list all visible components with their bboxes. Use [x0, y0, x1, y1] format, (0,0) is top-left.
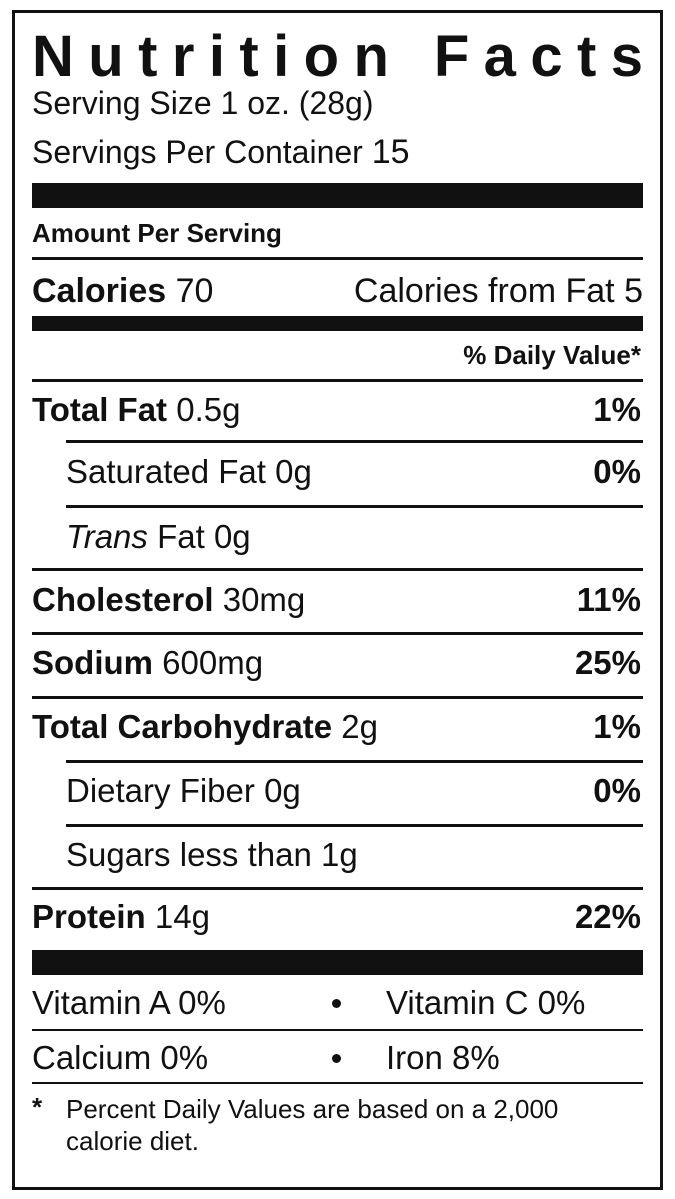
rule	[32, 632, 643, 635]
amount-per-serving: Amount Per Serving	[32, 218, 282, 248]
rule	[32, 257, 643, 260]
thick-rule	[32, 950, 643, 975]
title-box: Nutrition Facts	[32, 24, 643, 89]
rule	[66, 440, 643, 443]
rule	[32, 379, 643, 382]
nutrient-label: Fat	[157, 518, 205, 555]
rule	[32, 568, 643, 571]
daily-value: 11%	[576, 581, 641, 618]
nutrient-label: Cholesterol	[32, 581, 214, 618]
nutrient-label: Sugars	[66, 836, 171, 873]
calories-fat-value: 5	[624, 272, 643, 310]
footnote: Percent Daily Values are based on a 2,00…	[66, 1094, 559, 1156]
nutrient-amount: 0.5g	[176, 391, 241, 428]
rule	[66, 824, 643, 827]
nutrient-row: Total Carbohydrate 2g	[32, 705, 378, 749]
nutrient-amount: 2g	[341, 708, 378, 745]
nutrient-amount: 0g	[275, 453, 312, 490]
daily-value: 1%	[593, 391, 641, 428]
daily-value-header: % Daily Value*	[463, 340, 641, 370]
nutrient-row: Dietary Fiber 0g	[66, 769, 301, 813]
nutrient-row: Sodium 600mg	[32, 641, 263, 685]
rule	[32, 1082, 643, 1084]
daily-value: 25%	[574, 644, 641, 681]
nutrient-row: Total Fat 0.5g	[32, 388, 240, 432]
nutrient-amount: 600mg	[162, 644, 264, 681]
medium-rule	[32, 316, 643, 331]
nutrient-label-italic: Trans	[66, 518, 148, 555]
serving-size-value: 1 oz. (28g)	[220, 85, 374, 121]
daily-value: 1%	[593, 708, 641, 745]
calories-value: 70	[175, 272, 214, 310]
rule	[32, 1029, 643, 1031]
nutrient-amount: less than 1g	[179, 836, 358, 873]
rule	[32, 696, 643, 699]
vitamin-left: Calcium 0%	[32, 1039, 209, 1076]
nutrition-label	[12, 10, 663, 1190]
nutrient-label: Total Fat	[32, 391, 168, 428]
nutrient-row: Sugars less than 1g	[66, 833, 358, 877]
vitamin-right: Iron 8%	[386, 1039, 500, 1076]
title: Nutrition Facts	[32, 24, 643, 89]
vitamin-right: Vitamin C 0%	[386, 984, 586, 1021]
rule	[66, 760, 643, 763]
servings-per-container: Servings Per Container 15	[32, 130, 410, 174]
calories-fat: Calories from Fat 5	[354, 269, 643, 313]
nutrient-row: Protein 14g	[32, 895, 210, 939]
nutrient-label: Total Carbohydrate	[32, 708, 333, 745]
servings-value: 15	[371, 133, 410, 171]
nutrient-label: Sodium	[32, 644, 153, 681]
calories: Calories 70	[32, 269, 213, 313]
nutrient-amount: 14g	[154, 898, 210, 935]
footnote-mark: *	[32, 1092, 43, 1122]
nutrient-label: Dietary Fiber	[66, 772, 255, 809]
serving-size: Serving Size 1 oz. (28g)	[32, 81, 374, 125]
bullet	[332, 999, 341, 1008]
daily-value: 0%	[593, 772, 641, 809]
servings-label: Servings Per Container	[32, 134, 363, 170]
nutrient-amount: 0g	[264, 772, 301, 809]
nutrient-amount: 0g	[213, 518, 251, 555]
nutrient-amount: 30mg	[222, 581, 306, 618]
nutrient-label: Protein	[32, 898, 146, 935]
nutrient-row: Saturated Fat 0g	[66, 450, 312, 494]
daily-value: 22%	[574, 898, 641, 935]
thick-rule	[32, 183, 643, 208]
calories-label: Calories	[32, 272, 167, 310]
calories-fat-label: Calories from Fat	[353, 272, 615, 310]
rule	[66, 505, 643, 508]
vitamin-left: Vitamin A 0%	[32, 984, 226, 1021]
nutrient-row: Cholesterol 30mg	[32, 578, 305, 622]
nutrient-label: Saturated Fat	[66, 453, 266, 490]
rule	[32, 887, 643, 890]
serving-size-label: Serving Size	[32, 85, 212, 121]
nutrient-row: Trans Fat 0g	[66, 515, 251, 559]
bullet	[332, 1054, 341, 1063]
daily-value: 0%	[593, 453, 641, 490]
